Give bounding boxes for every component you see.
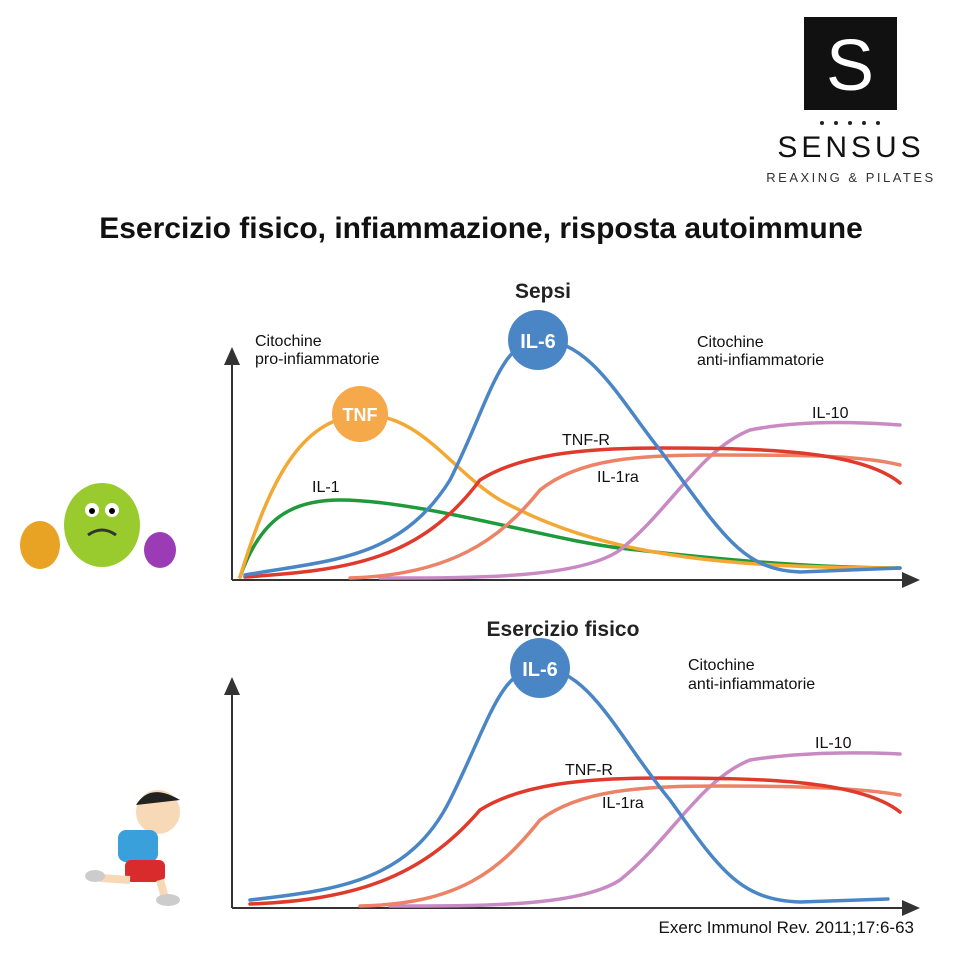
panel-title: Sepsi	[515, 280, 571, 303]
curve-label: IL-1ra	[602, 795, 644, 812]
logo-dots	[820, 121, 880, 125]
curve-tnfr	[248, 776, 902, 906]
curve-label: IL-1	[312, 479, 340, 496]
group-label: anti-infiammatorie	[688, 676, 815, 693]
citation: Exerc Immunol Rev. 2011;17:6-63	[659, 918, 914, 937]
group-label: anti-infiammatorie	[697, 352, 824, 369]
curve-label: TNF-R	[565, 762, 613, 779]
group-label: Citochine	[688, 657, 755, 674]
curve-il1ra	[358, 784, 902, 908]
panel-exercise: Esercizio fisico Citochine anti-infiamma…	[224, 618, 920, 916]
logo-name: SENSUS	[777, 131, 924, 164]
logo-mark: S	[826, 26, 874, 106]
group-label: pro-infiammatorie	[255, 351, 380, 368]
curve-tnfr	[243, 446, 902, 579]
curve-il1	[238, 498, 902, 579]
runner-illustration	[85, 790, 180, 906]
curve-il10	[388, 751, 902, 908]
logo-tagline: REAXING & PILATES	[766, 170, 935, 185]
curve-label: IL-1ra	[597, 469, 639, 486]
panel-sepsi: Sepsi Citochine pro-infiammatorie Citoch…	[224, 280, 920, 588]
curve-label: TNF	[343, 405, 378, 425]
curve-label: IL-10	[815, 735, 852, 752]
logo: S SENSUS REAXING & PILATES	[766, 17, 935, 185]
bubble-il6	[508, 310, 568, 370]
curve-label: IL-6	[520, 331, 556, 353]
curve-label: IL-6	[522, 659, 558, 681]
germs-illustration	[20, 483, 176, 569]
slide-title: Esercizio fisico, infiammazione, rispost…	[99, 212, 863, 245]
group-label: Citochine	[255, 333, 322, 350]
curve-il10	[378, 420, 902, 580]
panel-title: Esercizio fisico	[487, 618, 640, 641]
bubble-tnf	[332, 386, 388, 442]
bubble-il6	[510, 638, 570, 698]
group-label: Citochine	[697, 334, 764, 351]
curve-label: IL-10	[812, 405, 849, 422]
curve-label: TNF-R	[562, 432, 610, 449]
logo-box	[804, 17, 897, 110]
